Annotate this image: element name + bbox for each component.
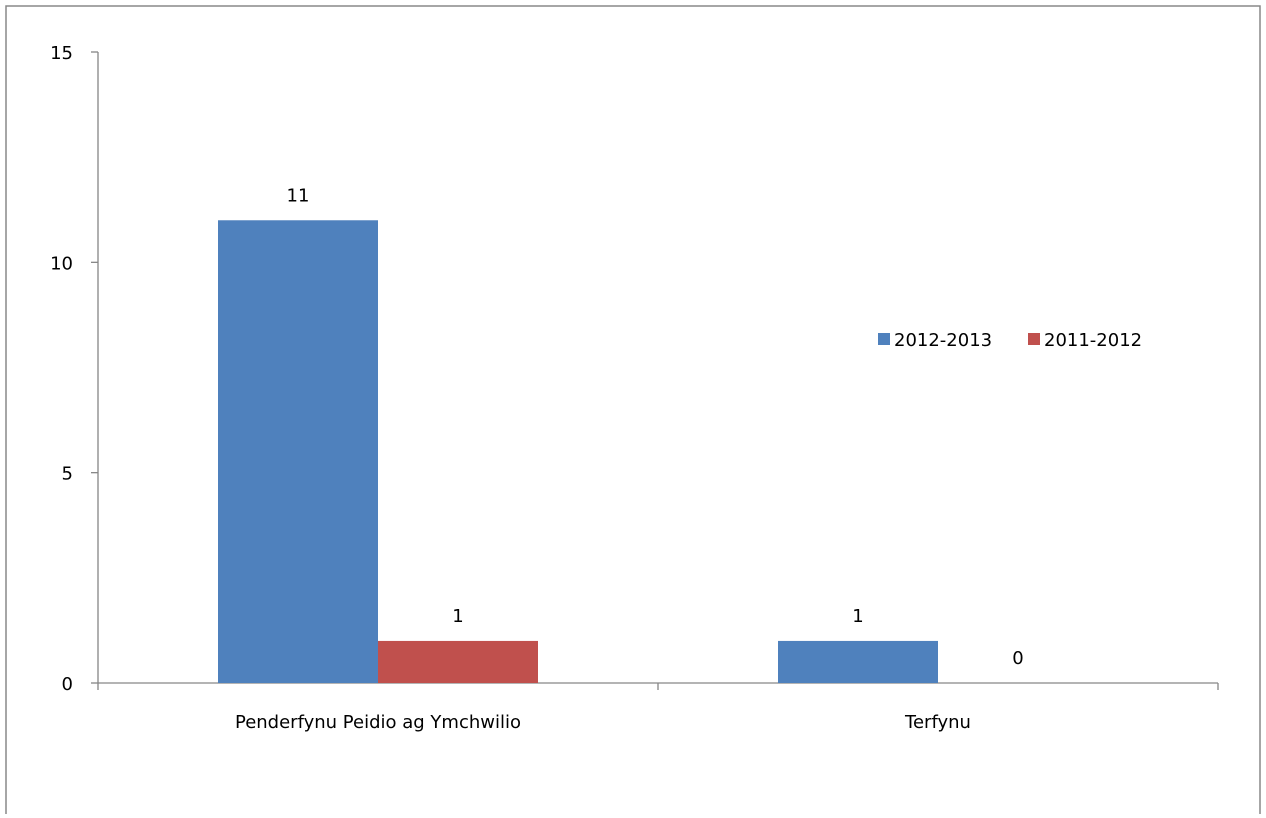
chart-frame (5, 5, 1261, 818)
legend-label: 2011-2012 (1044, 330, 1142, 351)
data-label: 1 (852, 606, 863, 627)
bar (378, 640, 538, 683)
y-tick-label: 0 (62, 674, 73, 695)
data-labels: 111 10 (287, 185, 1024, 669)
x-tick-label: Terfynu (904, 712, 971, 733)
x-tick-label: Penderfynu Peidio ag Ymchwilio (235, 712, 521, 733)
x-axis: Penderfynu Peidio ag Ymchwilio Terfynu (97, 682, 1219, 733)
y-tick-label: 15 (50, 43, 73, 64)
bar (778, 640, 938, 683)
legend: 2012-2013 2011-2012 (878, 330, 1142, 351)
legend-swatch (878, 333, 890, 345)
bars (218, 220, 938, 683)
data-label: 11 (287, 185, 310, 206)
data-label: 0 (1012, 648, 1023, 669)
y-tick-label: 5 (62, 464, 73, 485)
bar (218, 220, 378, 683)
data-label: 1 (452, 606, 463, 627)
y-axis: 0 5 10 15 (50, 43, 99, 695)
legend-label: 2012-2013 (894, 330, 992, 351)
y-tick-label: 10 (50, 253, 73, 274)
legend-swatch (1028, 333, 1040, 345)
